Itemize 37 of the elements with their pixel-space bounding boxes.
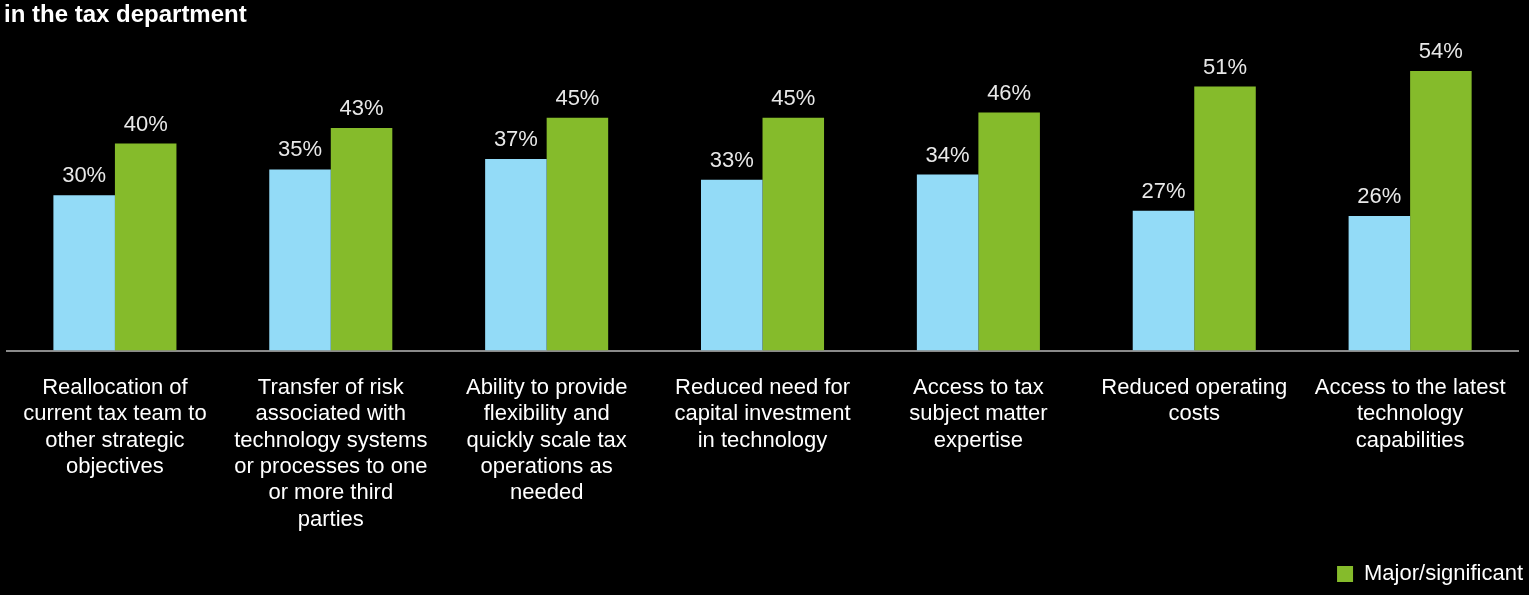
x-tick-label: Transfer of risk associated with technology systems or processes to one or more third parties	[234, 373, 428, 531]
x-tick-label: Reallocation of current tax team to other strategic objectives	[23, 373, 207, 479]
data-label: 30%	[62, 162, 107, 188]
bar	[978, 112, 1040, 351]
data-label: 37%	[493, 126, 538, 152]
data-label: 51%	[1202, 53, 1248, 79]
bar	[701, 179, 763, 351]
bar	[269, 169, 331, 351]
data-label: 46%	[987, 79, 1032, 105]
bar	[762, 117, 825, 351]
data-label: 43%	[339, 95, 384, 121]
x-tick-label: Ability to provide flexibility and quickly scale tax operations as needed	[465, 373, 628, 505]
x-tick-label: Reduced operating costs	[1101, 373, 1288, 426]
bar	[485, 159, 547, 351]
bar	[1132, 210, 1195, 351]
bar	[53, 195, 115, 351]
bar	[546, 117, 609, 351]
data-label: 26%	[1357, 183, 1402, 209]
x-tick-label: Reduced need for capital investment in technology	[674, 373, 851, 452]
data-label: 35%	[278, 136, 323, 162]
bar	[1410, 71, 1472, 351]
chart-title: in the tax department	[4, 0, 247, 28]
data-label: 45%	[555, 84, 600, 110]
x-tick-label: Access to tax subject matter expertise	[909, 373, 1048, 452]
data-label: 40%	[123, 110, 168, 136]
data-label: 34%	[925, 141, 970, 167]
data-label: 45%	[771, 84, 816, 110]
data-label: 54%	[1418, 38, 1463, 64]
data-label: 27%	[1141, 177, 1186, 203]
bar	[1348, 216, 1411, 351]
bar	[114, 143, 177, 351]
x-tick-label: Access to the latest technology capabilities	[1314, 373, 1506, 452]
bar	[916, 174, 979, 351]
legend-label: Major/significant	[1364, 560, 1523, 586]
bar	[1194, 86, 1256, 351]
bar	[330, 128, 393, 351]
data-label: 33%	[709, 146, 754, 172]
